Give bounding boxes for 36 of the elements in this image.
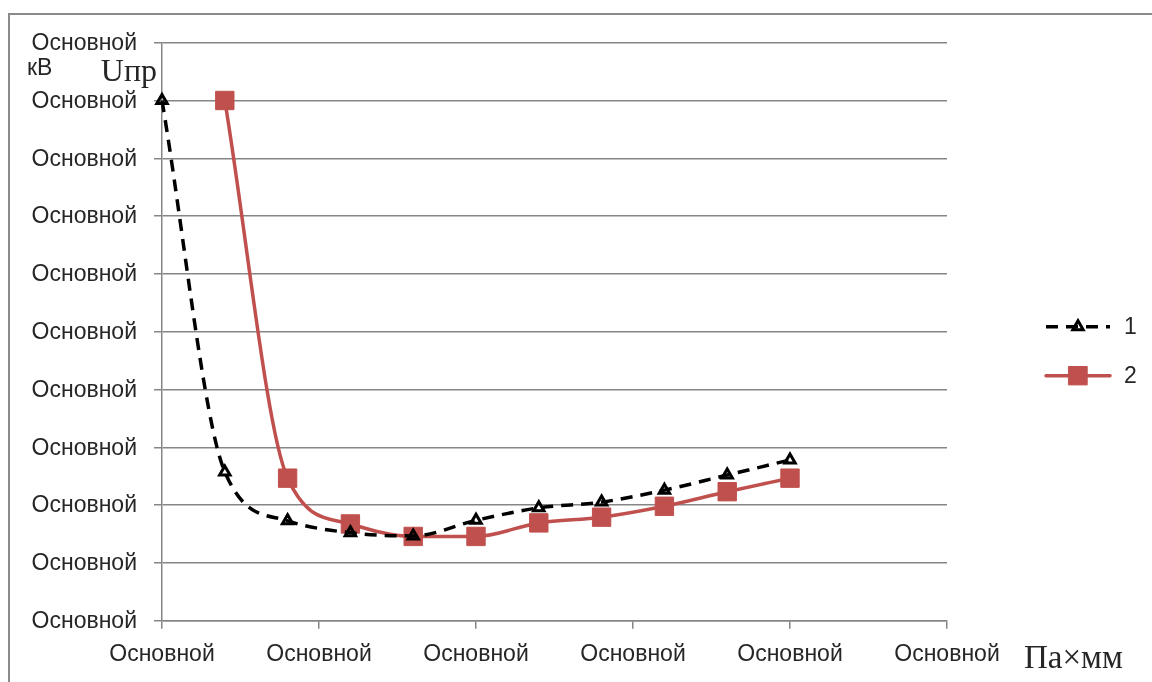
point: [657, 482, 672, 495]
point: [277, 468, 298, 488]
x-tick-label: Основной: [423, 639, 529, 666]
x-tick-label: Основной: [894, 639, 1000, 666]
point: [466, 526, 486, 547]
point: [529, 513, 549, 533]
x-axis-title: Па×мм: [1024, 639, 1123, 675]
text: Основной: [31, 144, 137, 171]
point: [780, 468, 800, 488]
text: Основной: [31, 375, 137, 402]
legend-label: 1: [1124, 313, 1137, 340]
point: [654, 496, 675, 516]
text: Основной: [31, 607, 137, 634]
point: [532, 500, 546, 513]
text: Основной: [31, 433, 137, 460]
point: [591, 507, 612, 527]
text: кВ: [27, 53, 53, 80]
text: Основной: [31, 86, 137, 113]
point: [717, 482, 737, 502]
x-tick-label: Основной: [109, 639, 215, 666]
text: Основной: [31, 549, 137, 576]
point: [469, 512, 483, 525]
text: Основной: [31, 260, 137, 287]
x-tick-label: Основной: [266, 639, 372, 666]
legend-label: 2: [1124, 362, 1137, 389]
point: [594, 494, 609, 507]
point: [215, 90, 235, 111]
x-tick-label: Основной: [580, 639, 686, 666]
x-tick-label: Основной: [737, 639, 843, 666]
point: [280, 513, 295, 526]
point: [218, 464, 232, 477]
text: Основной: [31, 491, 137, 518]
text: Основной: [31, 318, 137, 345]
text: Основной: [31, 202, 137, 229]
point: [720, 467, 734, 480]
point: [783, 452, 797, 465]
